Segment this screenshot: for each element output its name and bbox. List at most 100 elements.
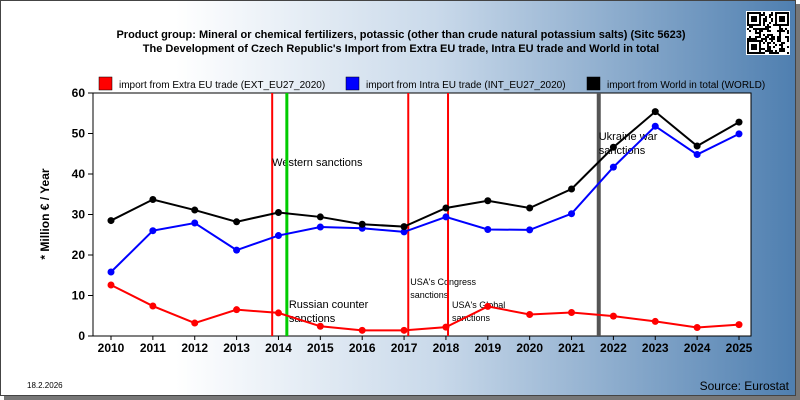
qr-cell	[771, 20, 773, 22]
qr-cell	[751, 38, 753, 40]
y-tick-label: 60	[72, 86, 86, 100]
qr-cell	[759, 12, 761, 14]
event-label: Ukraine war	[599, 131, 658, 143]
qr-cell	[787, 18, 789, 20]
qr-cell	[747, 14, 749, 16]
x-tick-label: 2011	[140, 341, 166, 355]
qr-cell	[763, 14, 765, 16]
legend-label-intra-eu: import from Intra EU trade (INT_EU27_202…	[366, 80, 566, 91]
data-point	[400, 223, 408, 231]
x-axis: 2010 2011 2012 2013 2014 2015 2016 2017 2018 2019…	[98, 336, 753, 355]
qr-cell	[779, 24, 781, 26]
qr-cell	[779, 18, 781, 20]
data-point	[191, 206, 199, 214]
qr-cell	[771, 34, 773, 36]
qr-cell	[771, 14, 773, 16]
data-point	[484, 225, 492, 233]
data-point	[735, 321, 743, 329]
data-point	[568, 185, 576, 193]
qr-cell	[777, 40, 779, 42]
x-tick-label: 2020	[516, 341, 543, 355]
event-label: Western sanctions	[272, 157, 363, 169]
qr-cell	[771, 52, 773, 54]
qr-cell	[763, 12, 765, 14]
qr-cell	[753, 18, 755, 20]
x-tick-label: 2010	[98, 341, 125, 355]
qr-cell	[751, 26, 753, 28]
qr-cell	[765, 28, 767, 30]
qr-cell	[769, 22, 771, 24]
qr-cell	[767, 24, 769, 26]
qr-cell	[761, 30, 763, 32]
qr-cell	[769, 34, 771, 36]
qr-cell	[781, 24, 783, 26]
qr-cell	[759, 18, 761, 20]
qr-cell	[753, 46, 755, 48]
legend-swatch-intra-eu	[345, 76, 360, 91]
qr-cell	[747, 24, 749, 26]
qr-cell	[749, 36, 751, 38]
qr-cell	[759, 34, 761, 36]
data-point	[316, 213, 324, 221]
qr-cell	[777, 24, 779, 26]
qr-cell	[755, 12, 757, 14]
qr-cell	[753, 48, 755, 50]
qr-cell	[751, 52, 753, 54]
qr-cell	[763, 48, 765, 50]
qr-cell	[757, 32, 759, 34]
chart-title: Product group: Mineral or chemical ferti…	[116, 29, 685, 41]
qr-cell	[747, 28, 749, 30]
data-point	[274, 309, 282, 317]
qr-cell	[757, 52, 759, 54]
qr-cell	[751, 40, 753, 42]
qr-cell	[779, 16, 781, 18]
chart-subtitle: The Development of Czech Republic's Impo…	[143, 43, 659, 55]
qr-cell	[767, 46, 769, 48]
qr-cell	[751, 48, 753, 50]
qr-cell	[747, 44, 749, 46]
qr-cell	[787, 52, 789, 54]
qr-cell	[781, 28, 783, 30]
qr-cell	[779, 40, 781, 42]
data-point	[233, 246, 241, 254]
qr-cell	[761, 52, 763, 54]
data-point	[442, 213, 450, 221]
x-tick-label: 2012	[181, 341, 208, 355]
qr-cell	[767, 26, 769, 28]
qr-cell	[779, 26, 781, 28]
qr-cell	[769, 50, 771, 52]
qr-cell	[755, 16, 757, 18]
qr-cell	[757, 40, 759, 42]
data-point	[651, 317, 659, 325]
qr-cell	[781, 30, 783, 32]
data-point	[107, 217, 115, 225]
qr-cell	[765, 38, 767, 40]
data-point	[693, 151, 701, 159]
date-stamp: 18.2.2026	[27, 381, 63, 390]
qr-cell	[779, 32, 781, 34]
data-point	[316, 322, 324, 330]
qr-cell	[755, 24, 757, 26]
legend: import from Extra EU trade (EXT_EU27_202…	[98, 76, 765, 91]
y-tick-label: 30	[72, 208, 86, 222]
data-point	[400, 326, 408, 334]
y-tick-label: 0	[78, 329, 85, 343]
data-point	[274, 232, 282, 240]
qr-cell	[777, 38, 779, 40]
data-point	[568, 210, 576, 218]
qr-cell	[753, 16, 755, 18]
qr-cell	[767, 44, 769, 46]
qr-cell	[761, 38, 763, 40]
event-label-line2: sanctions	[452, 313, 491, 323]
qr-cell	[769, 16, 771, 18]
qr-cell	[771, 38, 773, 40]
x-tick-label: 2016	[349, 341, 376, 355]
qr-cell	[759, 40, 761, 42]
qr-cell	[765, 16, 767, 18]
qr-cell	[755, 40, 757, 42]
qr-cell	[785, 12, 787, 14]
qr-cell	[783, 20, 785, 22]
qr-cell	[781, 44, 783, 46]
legend-swatch-extra-eu	[98, 76, 113, 91]
qr-cell	[783, 24, 785, 26]
